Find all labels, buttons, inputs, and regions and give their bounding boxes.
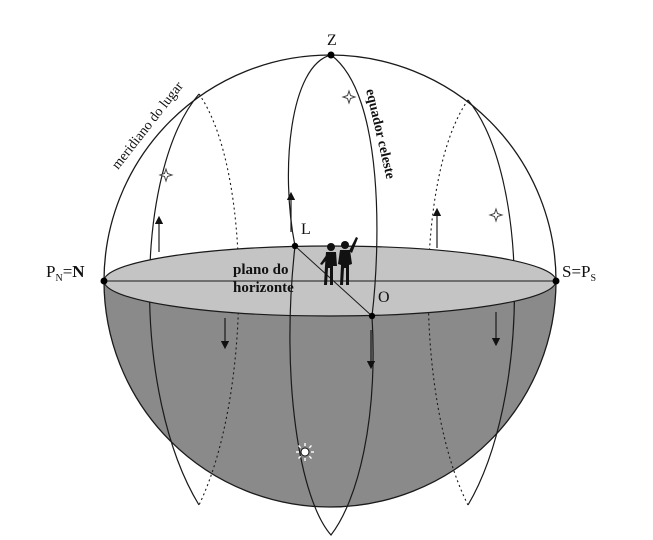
zenith-point — [327, 51, 335, 59]
celestial-equator-right — [330, 54, 378, 317]
south-point — [552, 277, 560, 285]
star-icon — [158, 167, 174, 183]
north-label: PN=N — [46, 262, 85, 284]
west-label: O — [378, 289, 390, 306]
star-icon — [341, 89, 357, 105]
sun-icon — [296, 443, 314, 461]
east-point — [291, 242, 299, 250]
east-west-line — [294, 245, 373, 317]
south-label: S=PS — [562, 262, 596, 284]
horizon-plane-label-line2: horizonte — [233, 280, 294, 296]
celestial-equator-lower — [289, 245, 374, 536]
zenith-label: Z — [327, 32, 337, 49]
celestial-equator-upper — [287, 54, 332, 247]
lower-hemisphere — [103, 280, 557, 508]
west-point — [368, 312, 376, 320]
equator-label: equador celeste — [362, 88, 397, 181]
north-point — [100, 277, 108, 285]
star-icon — [488, 207, 504, 223]
observers-silhouette — [320, 237, 358, 285]
meridian-label: meridiano do lugar — [109, 79, 187, 172]
horizon-plane-label-line1: plano do — [233, 262, 288, 278]
east-label: L — [301, 221, 311, 238]
